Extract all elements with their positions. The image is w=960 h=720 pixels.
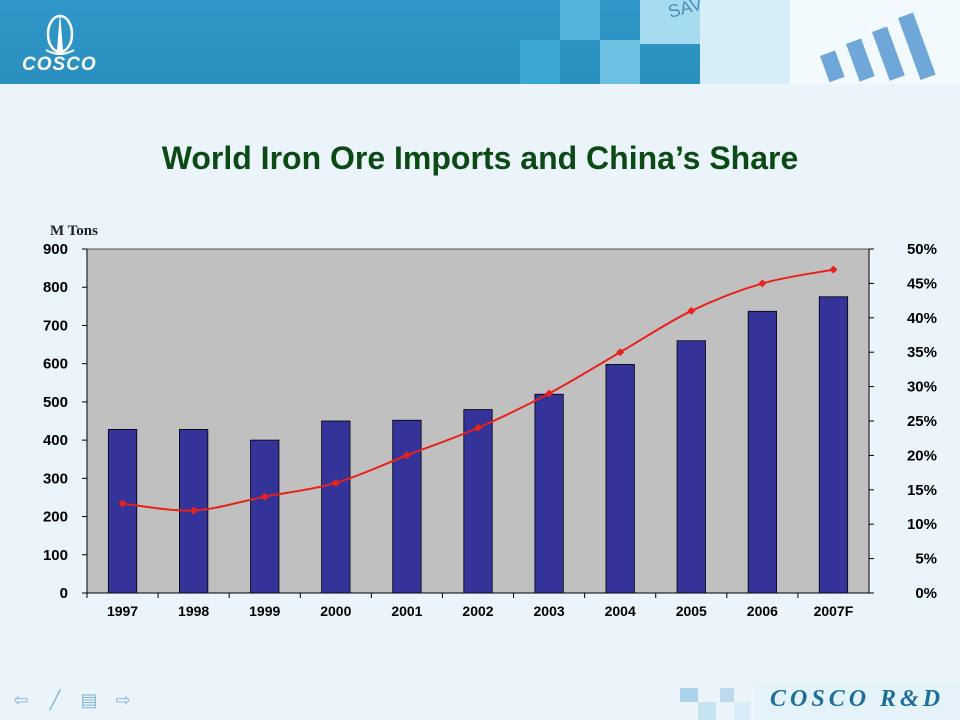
x-tick-label: 1999 [249,603,280,619]
x-tick-label: 2005 [676,603,707,619]
y-tick-label: 700 [43,317,68,334]
pen-icon[interactable]: ╱ [49,689,61,710]
bar [534,393,564,594]
line-point [331,478,340,487]
header-banner: COSCO SAV [0,0,960,84]
x-tick-label: 2002 [462,603,493,619]
y-tick-label: 200 [43,509,68,526]
x-tick-label: 2000 [320,603,351,619]
forward-arrow-icon[interactable]: ⇨ [115,689,131,710]
bar [392,419,422,594]
y2-tick-label: 10% [907,516,937,533]
y2-tick-label: 0% [915,585,937,602]
y-axis-label: M Tons [50,223,98,239]
line-point [545,389,554,398]
y2-tick-label: 45% [907,275,937,292]
y-tick-label: 800 [43,279,68,296]
x-tick-label: 2001 [391,603,422,619]
y-tick-label: 600 [43,356,68,373]
slide-nav-bar: ⇦ ╱ ▤ ⇨ [10,690,134,712]
line-point [402,451,411,460]
y2-tick-label: 15% [907,482,937,499]
back-arrow-icon[interactable]: ⇦ [13,689,29,710]
y2-tick-label: 20% [907,447,937,464]
x-tick-label: 2003 [534,603,565,619]
bar [747,310,777,594]
y-tick-label: 400 [43,432,68,449]
x-tick-label: 1997 [107,603,138,619]
x-tick-label: 2007F [814,603,854,619]
bar [463,409,493,594]
menu-icon[interactable]: ▤ [80,689,98,710]
header-decoration: SAV [520,0,960,84]
line-point [829,265,838,274]
x-tick-label: 2006 [747,603,778,619]
x-tick-label: 1998 [178,603,209,619]
bar [605,364,635,594]
y2-tick-label: 30% [907,379,937,396]
y2-tick-label: 5% [915,551,937,568]
bar [250,439,280,594]
y-tick-label: 300 [43,470,68,487]
y2-tick-label: 35% [907,344,937,361]
line-point [118,499,127,508]
logo-text: COSCO [22,54,97,75]
bar [676,340,706,594]
cosco-logo-icon [45,12,75,55]
bar [818,296,849,594]
x-tick-label: 2004 [605,603,636,619]
bar [321,420,351,594]
y2-tick-label: 50% [907,241,937,258]
y-tick-label: 500 [43,394,68,411]
line-point [687,306,696,315]
line-point [260,492,269,501]
line-point [189,506,198,515]
slide-title: World Iron Ore Imports and China’s Share [161,140,799,176]
y2-tick-label: 40% [907,310,937,327]
footer-decoration [680,684,960,720]
y-tick-label: 0 [60,585,68,602]
line-point [758,279,767,288]
y-tick-label: 900 [43,241,68,258]
y-tick-label: 100 [43,547,68,564]
y2-tick-label: 25% [907,413,937,430]
line-point [474,423,482,432]
chart: M Tons 0 100 200 300 400 500 600 700 800 900 0% 5% 10… [43,223,937,619]
brand-text: COSCO R&D [770,686,945,712]
line-point [616,348,625,357]
bar [107,429,138,594]
